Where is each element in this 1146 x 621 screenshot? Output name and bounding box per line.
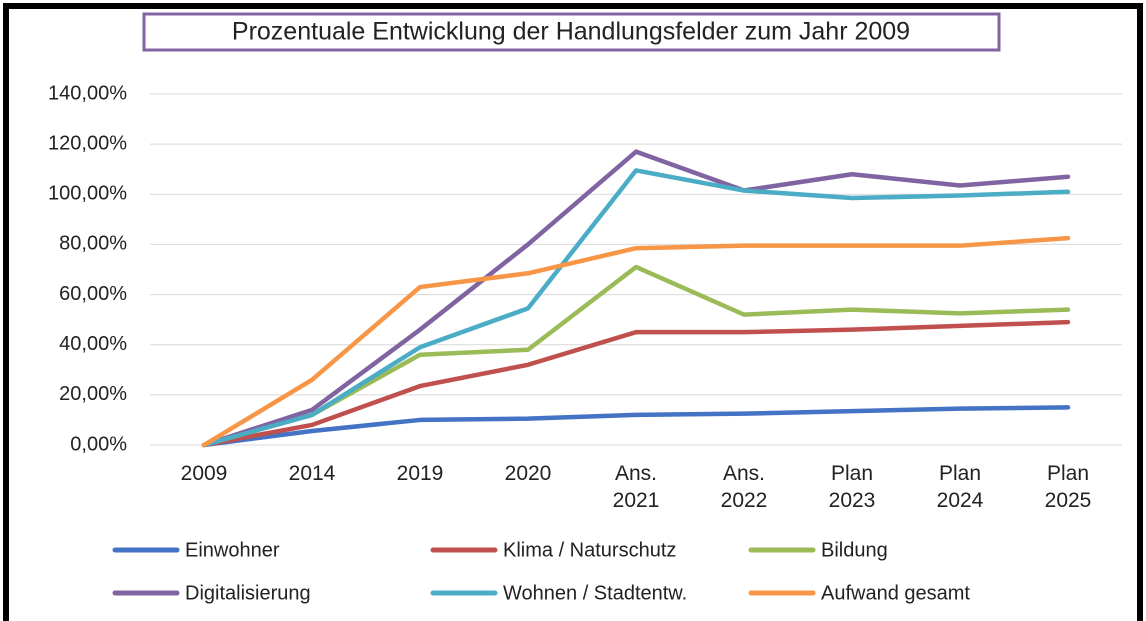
y-tick-label: 0,00%: [70, 433, 127, 455]
frame: [3, 3, 1143, 621]
line-series: [201, 319, 1071, 448]
y-tick-label: 40,00%: [59, 333, 127, 355]
x-tick-label: Plan 2023: [828, 462, 876, 512]
chart-title: Prozentuale Entwicklung der Handlungsfel…: [232, 18, 910, 46]
y-tick-label: 120,00%: [48, 132, 127, 154]
y-tick-label: 60,00%: [59, 283, 127, 305]
x-tick-label: 2019: [396, 462, 444, 485]
legend-label: Klima / Naturschutz: [503, 539, 676, 561]
line-series: [201, 405, 1071, 448]
y-tick-label: 100,00%: [48, 183, 127, 205]
line-series: [201, 168, 1071, 448]
x-tick-label: 2020: [504, 462, 552, 485]
legend-label: Einwohner: [185, 539, 280, 561]
y-tick-label: 80,00%: [59, 233, 127, 255]
line-series: [201, 235, 1071, 448]
line-series: [201, 149, 1071, 448]
legend-label: Aufwand gesamt: [821, 582, 970, 604]
x-tick-label: Ans. 2021: [612, 462, 660, 512]
x-tick-label: Plan 2024: [936, 462, 984, 512]
y-tick-label: 140,00%: [48, 82, 127, 104]
y-tick-label: 20,00%: [59, 383, 127, 405]
x-tick-label: 2014: [288, 462, 336, 485]
legend-label: Wohnen / Stadtentw.: [503, 582, 687, 604]
legend-label: Bildung: [821, 539, 888, 561]
x-tick-label: Ans. 2022: [720, 462, 768, 512]
legend-label: Digitalisierung: [185, 582, 311, 604]
x-tick-label: Plan 2025: [1044, 462, 1092, 512]
x-tick-label: 2009: [180, 462, 228, 485]
title-box: [142, 12, 1001, 52]
